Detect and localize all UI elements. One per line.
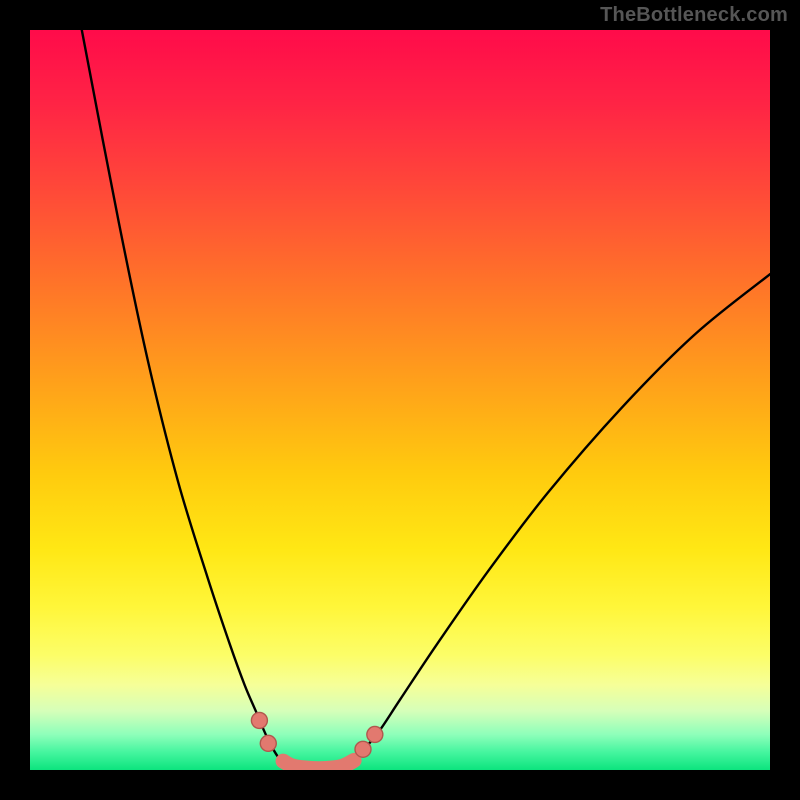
- chart-stage: TheBottleneck.com: [0, 0, 800, 800]
- marker-point: [367, 726, 383, 742]
- marker-point: [251, 712, 267, 728]
- marker-point: [355, 741, 371, 757]
- gradient-background: [30, 30, 770, 770]
- trough-highlight: [283, 760, 354, 768]
- bottleneck-curve-chart: [0, 0, 800, 800]
- marker-point: [260, 735, 276, 751]
- watermark-text: TheBottleneck.com: [600, 4, 788, 27]
